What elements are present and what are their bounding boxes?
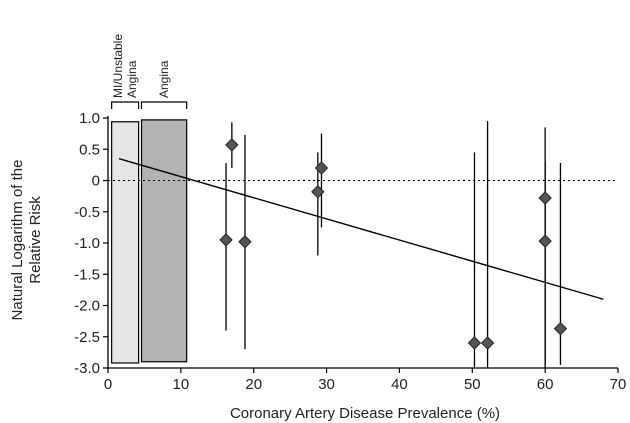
y-tick-label-7: -2.5 — [74, 329, 100, 346]
y-tick-label-4: -1.0 — [74, 235, 100, 252]
x-axis-title: Coronary Artery Disease Prevalence (%) — [230, 405, 500, 422]
x-tick-label-7: 70 — [610, 376, 627, 393]
regression-line — [118, 157, 604, 300]
region-label-group-0: MI/Unstable Angina — [111, 34, 139, 98]
y-axis-title-line-2: Relative Risk — [27, 196, 44, 284]
y-tick-label-1: 0.5 — [79, 141, 100, 158]
data-point-9 — [553, 321, 568, 336]
regions-layer: MI/Unstable Angina Angina — [111, 34, 188, 364]
region-label-1-0: Angina — [157, 60, 171, 98]
error-bars-layer — [225, 121, 562, 368]
data-point-8 — [538, 234, 552, 248]
axes-layer: 1.00.50-0.5-1.0-1.5-2.0-2.5-3.00 10 20 30 40… — [74, 110, 626, 393]
x-tick-label-5: 50 — [464, 376, 481, 393]
y-tick-label-0: 1.0 — [79, 110, 100, 127]
region-label-group-1: Angina — [157, 60, 171, 98]
data-point-1 — [225, 138, 239, 152]
y-tick-label-6: -2.0 — [74, 298, 100, 315]
y-tick-label-2: 0 — [92, 173, 100, 190]
x-tick-label-3: 30 — [318, 376, 335, 393]
y-axis-title-group: Natural Logarithm of the Relative Risk — [9, 160, 44, 321]
region-bracket-0 — [111, 101, 140, 109]
x-tick-label-1: 10 — [173, 376, 190, 393]
data-point-7 — [538, 191, 552, 205]
region-rect-1 — [140, 119, 188, 363]
y-tick-label-5: -1.5 — [74, 266, 100, 283]
regression-line-layer — [118, 157, 604, 300]
x-tick-label-2: 20 — [245, 376, 262, 393]
y-tick-label-3: -0.5 — [74, 204, 100, 221]
y-axis-title-line-1: Natural Logarithm of the — [9, 160, 26, 321]
y-tick-label-8: -3.0 — [74, 360, 100, 377]
region-bracket-1 — [140, 101, 188, 109]
data-point-2 — [238, 235, 252, 249]
x-tick-label-4: 40 — [391, 376, 408, 393]
region-label-0-0: MI/Unstable — [111, 34, 125, 98]
data-point-0 — [219, 233, 233, 247]
region-label-0-1: Angina — [125, 60, 139, 98]
data-point-5 — [467, 336, 482, 350]
x-tick-label-6: 60 — [537, 376, 554, 393]
data-point-3 — [311, 185, 325, 199]
data-point-6 — [480, 336, 495, 350]
data-point-4 — [314, 161, 329, 175]
data-points-layer — [219, 138, 568, 350]
x-tick-label-0: 0 — [104, 376, 112, 393]
region-rect-0 — [111, 121, 140, 364]
